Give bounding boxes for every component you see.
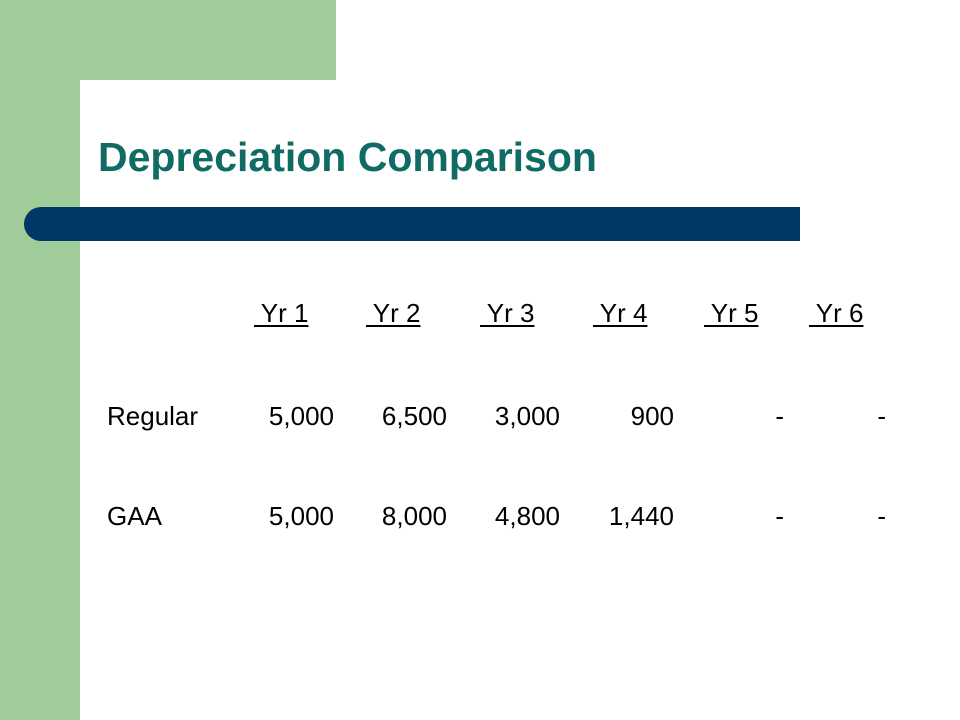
row-label-regular: Regular [107, 401, 199, 431]
cell-regular-yr4: 900 [630, 401, 674, 431]
cell-gaa-yr6: - [877, 501, 886, 531]
cell-gaa-yr4: 1,440 [608, 501, 674, 531]
header-yr3: Yr 3 [480, 298, 535, 328]
left-accent-band [0, 0, 80, 720]
row-label-gaa: GAA [107, 501, 162, 531]
cell-gaa-yr2: 8,000 [381, 501, 447, 531]
cell-regular-yr3: 3,000 [494, 401, 560, 431]
cell-regular-yr5: - [775, 401, 784, 431]
cell-gaa-yr1: 5,000 [268, 501, 334, 531]
content-panel [80, 80, 960, 720]
header-yr1: Yr 1 [254, 298, 309, 328]
cell-regular-yr6: - [877, 401, 886, 431]
cell-gaa-yr5: - [775, 501, 784, 531]
slide-title: Depreciation Comparison [98, 134, 597, 180]
header-yr4: Yr 4 [593, 298, 648, 328]
top-accent-band [80, 0, 336, 80]
header-yr2: Yr 2 [366, 298, 421, 328]
cell-regular-yr1: 5,000 [268, 401, 334, 431]
cell-regular-yr2: 6,500 [381, 401, 447, 431]
title-underline-bar [24, 207, 800, 241]
cell-gaa-yr3: 4,800 [494, 501, 560, 531]
header-yr6: Yr 6 [809, 298, 864, 328]
header-yr5: Yr 5 [704, 298, 759, 328]
